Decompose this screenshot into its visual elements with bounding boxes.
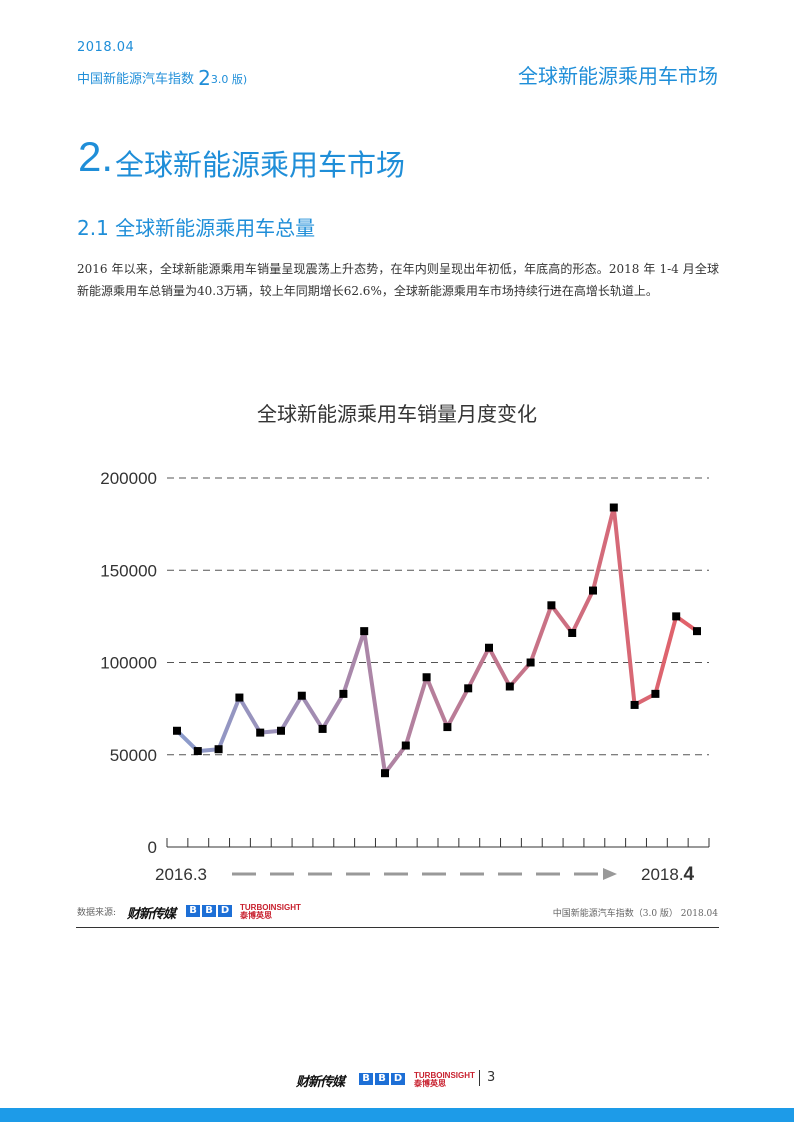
sales-line-chart: 200000 150000 100000 50000 0 2016.3 2018.4 [100, 469, 710, 885]
y-tick-labels: 200000 150000 100000 50000 0 [100, 469, 157, 857]
data-point [464, 684, 473, 693]
data-point [526, 658, 535, 667]
data-point [277, 726, 285, 735]
x-end-label-main: 2018. [641, 865, 684, 884]
section-number: 2. [78, 133, 114, 180]
data-point [630, 700, 639, 709]
grid-layer [167, 477, 709, 756]
header-date: 2018.04 [77, 40, 135, 55]
data-point [256, 728, 265, 737]
turboinsight-logo: TURBOINSIGHT 泰博英思 [240, 904, 301, 920]
caixin-logo: 财新传媒 [127, 907, 176, 922]
bbd-letter: D [391, 1073, 405, 1085]
x-axis [166, 838, 710, 848]
header-version-big: 2 [198, 66, 211, 90]
turboinsight-en: TURBOINSIGHT [414, 1071, 475, 1080]
header-index-title: 中国新能源汽车指数 23.0 版) [77, 64, 248, 90]
time-arrow [232, 868, 617, 880]
header-section-name: 全球新能源乘用车市场 [518, 64, 718, 88]
footer-caixin-logo: 财新传媒 [296, 1075, 345, 1090]
series-line-layer [175, 505, 699, 776]
footer-bbd-logo: B B D [359, 1073, 405, 1085]
x-start-label: 2016.3 [155, 865, 207, 884]
bbd-letter: B [375, 1073, 389, 1085]
data-point [339, 689, 348, 698]
turboinsight-en: TURBOINSIGHT [240, 903, 301, 912]
bbd-letter: D [218, 905, 232, 917]
data-point [381, 769, 389, 778]
source-divider [76, 927, 719, 928]
series-line [175, 505, 699, 776]
bbd-letter: B [186, 905, 200, 917]
data-point [589, 586, 597, 595]
body-paragraph: 2016 年以来，全球新能源乘用车销量呈现震荡上升态势，在年内则呈现出年初低，年… [77, 262, 719, 298]
data-point [672, 612, 681, 621]
data-point [214, 745, 223, 754]
x-end-label-bold: 4 [684, 864, 695, 885]
marker-layer [173, 503, 701, 778]
header-version-rest: 3.0 版) [210, 73, 248, 86]
y-tick-label: 50000 [110, 746, 157, 765]
data-point [693, 627, 701, 636]
data-point [193, 747, 202, 756]
data-point [173, 726, 181, 735]
y-tick-label: 150000 [100, 561, 157, 580]
turboinsight-cn: 泰博英思 [240, 911, 272, 920]
data-point [609, 503, 618, 512]
y-tick-label: 200000 [100, 469, 157, 488]
data-point [235, 693, 244, 702]
data-point [318, 724, 327, 733]
chart-title: 全球新能源乘用车销量月度变化 [257, 402, 537, 426]
footer-index-note: 中国新能源汽车指数（3.0 版） 2018.04 [552, 909, 718, 919]
data-point [505, 682, 514, 691]
data-point [568, 628, 577, 637]
footer-turboinsight-logo: TURBOINSIGHT 泰博英思 [414, 1072, 475, 1088]
data-point [360, 627, 369, 636]
y-tick-label: 100000 [100, 654, 157, 673]
data-point [422, 673, 431, 682]
data-point [443, 723, 452, 732]
data-point [297, 691, 306, 700]
y-tick-label: 0 [148, 838, 157, 857]
bbd-logo: B B D [186, 905, 232, 917]
page-number: 3 [479, 1070, 495, 1086]
turboinsight-cn: 泰博英思 [414, 1079, 446, 1088]
bbd-letter: B [359, 1073, 373, 1085]
source-label: 数据来源: [77, 908, 117, 918]
header-index-name: 中国新能源汽车指数 [77, 72, 195, 87]
data-point [485, 643, 493, 652]
data-point [651, 689, 660, 698]
subsection-title: 2.1 全球新能源乘用车总量 [77, 216, 316, 240]
x-end-label: 2018.4 [641, 864, 695, 885]
data-point [401, 741, 410, 750]
data-point [547, 601, 556, 610]
section-title: 全球新能源乘用车市场 [115, 148, 406, 182]
bottom-accent-bar [0, 1108, 794, 1122]
bbd-letter: B [202, 905, 216, 917]
